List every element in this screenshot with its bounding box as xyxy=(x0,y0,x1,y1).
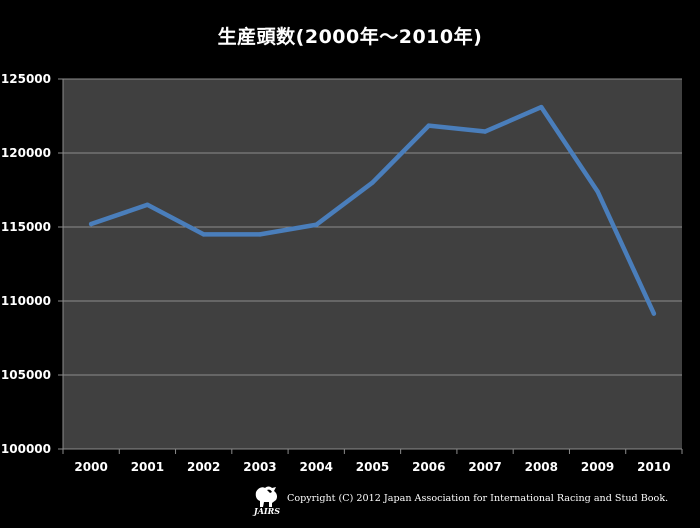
x-tick-label: 2005 xyxy=(356,460,389,474)
data-point xyxy=(88,221,94,227)
jairs-logo xyxy=(255,486,278,507)
copyright-text: Copyright (C) 2012 Japan Association for… xyxy=(287,493,669,504)
x-tick-label: 2003 xyxy=(243,460,276,474)
y-tick-label: 105000 xyxy=(1,368,51,382)
logo-text: JAIRS xyxy=(253,506,281,516)
data-point xyxy=(651,311,657,316)
y-axis-ticks: 100000 105000 110000 115000 120000 125000 xyxy=(1,72,63,456)
x-tick-label: 2010 xyxy=(637,460,670,474)
y-tick-label: 120000 xyxy=(1,146,51,160)
data-point xyxy=(201,232,206,237)
x-tick-label: 2008 xyxy=(525,460,558,474)
series-layer xyxy=(88,104,657,316)
data-point xyxy=(314,222,319,227)
data-point xyxy=(595,189,600,194)
x-tick-label: 2000 xyxy=(74,460,107,474)
data-point xyxy=(145,202,150,207)
y-tick-label: 115000 xyxy=(1,220,51,234)
x-axis-ticks: 2000 2001 2002 2003 2004 2005 2006 2007 2008 2009… xyxy=(62,449,683,474)
footer: JAIRS Copyright (C) 2012 Japan Associati… xyxy=(250,484,690,520)
data-point xyxy=(370,180,375,185)
y-tick-label: 125000 xyxy=(1,72,51,86)
x-tick-label: 2001 xyxy=(131,460,164,474)
x-tick-label: 2007 xyxy=(468,460,501,474)
data-point xyxy=(482,129,488,134)
x-tick-label: 2006 xyxy=(412,460,445,474)
x-tick-label: 2004 xyxy=(300,460,333,474)
y-tick-label: 100000 xyxy=(1,442,51,456)
y-tick-label: 110000 xyxy=(1,294,51,308)
x-tick-label: 2009 xyxy=(581,460,614,474)
plot-area xyxy=(63,79,682,449)
data-point xyxy=(426,123,431,128)
data-point xyxy=(539,104,544,110)
chart-title: 生産頭数(2000年～2010年) xyxy=(217,26,483,48)
gridlines xyxy=(63,78,682,376)
axes xyxy=(62,79,682,450)
x-tick-label: 2002 xyxy=(187,460,220,474)
data-point xyxy=(257,232,263,237)
